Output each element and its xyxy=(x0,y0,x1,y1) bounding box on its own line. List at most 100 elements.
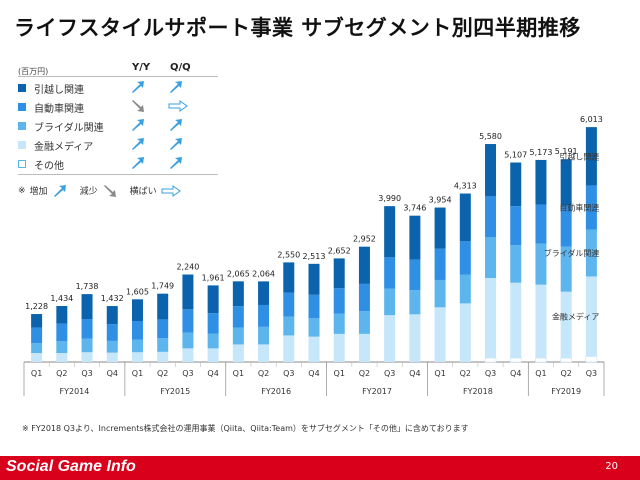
x-tick-label: Q1 xyxy=(334,369,345,378)
bar-segment xyxy=(535,204,547,244)
bar-segment xyxy=(358,311,370,334)
data-label: 3,990 xyxy=(378,194,401,203)
bar-segment xyxy=(258,304,270,327)
legend-yy-header: Y/Y xyxy=(132,62,151,73)
legend-label: その他 xyxy=(34,160,64,172)
bar-segment xyxy=(484,357,497,363)
bar-segment xyxy=(131,352,143,362)
data-label: 5,580 xyxy=(479,132,502,141)
bar-segment xyxy=(81,352,93,362)
bar-segment xyxy=(258,326,270,345)
bar-segment xyxy=(409,314,421,362)
legend-qq-header: Q/Q xyxy=(170,62,191,73)
bar-segment xyxy=(333,333,345,362)
fiscal-year-label: FY2016 xyxy=(261,387,291,396)
x-tick-label: Q4 xyxy=(409,369,420,378)
bar-segment xyxy=(81,319,93,339)
data-label: 3,746 xyxy=(403,204,426,213)
legend-label: 引越し関連 xyxy=(34,84,84,96)
legend-item: 金融メディア xyxy=(18,137,93,153)
bar-segment xyxy=(485,195,497,237)
bar-segment xyxy=(232,306,244,328)
data-label: 4,313 xyxy=(454,182,477,191)
bar-segment xyxy=(434,307,446,362)
bar-segment xyxy=(384,315,396,362)
bar-segment xyxy=(560,159,572,206)
bar-segment xyxy=(485,237,497,279)
bar-segment xyxy=(384,206,396,258)
bar-segment xyxy=(232,344,244,362)
series-label: 自動車関連 xyxy=(559,203,599,213)
bar-segment xyxy=(409,290,421,315)
bar-segment xyxy=(485,278,497,359)
bar-segment xyxy=(56,353,68,362)
bar-segment xyxy=(308,263,320,295)
bar-segment xyxy=(333,313,345,334)
legend-item: 自動車関連 xyxy=(18,99,84,115)
legend-label: ブライダル関連 xyxy=(34,122,104,134)
bar-segment xyxy=(459,303,471,362)
data-label: 2,952 xyxy=(353,235,376,244)
legend-item: ブライダル関連 xyxy=(18,118,104,134)
x-tick-label: Q2 xyxy=(560,369,571,378)
bar-segment xyxy=(131,320,143,340)
legend-unit: (百万円) xyxy=(18,67,49,76)
bar-segment xyxy=(585,185,597,230)
bar-segment xyxy=(232,327,244,345)
legend-label: 自動車関連 xyxy=(34,103,84,115)
bar-segment xyxy=(510,206,522,246)
bar-segment xyxy=(207,333,219,349)
x-tick-label: Q1 xyxy=(31,369,42,378)
bar-segment xyxy=(131,299,143,321)
bar-segment xyxy=(585,356,598,363)
bar-segment xyxy=(106,340,118,353)
bar-segment xyxy=(106,352,118,362)
bar-segment xyxy=(81,338,93,353)
note-up-label: 増加 xyxy=(29,187,48,197)
x-tick-label: Q2 xyxy=(157,369,168,378)
note-symbol: ※ xyxy=(18,185,26,196)
legend-swatch xyxy=(18,84,26,92)
bar-segment xyxy=(308,294,320,319)
data-label: 1,434 xyxy=(50,294,73,303)
data-label: 2,652 xyxy=(328,246,351,255)
bar-segment xyxy=(308,336,320,362)
x-tick-label: Q1 xyxy=(233,369,244,378)
x-tick-label: Q4 xyxy=(308,369,319,378)
legend-swatch xyxy=(18,103,26,111)
data-label: 1,432 xyxy=(101,294,124,303)
bar-segment xyxy=(434,207,446,249)
legend-swatch xyxy=(18,141,26,149)
bar-segment xyxy=(333,288,345,314)
bar-segment xyxy=(207,285,219,314)
bar-segment xyxy=(56,323,68,342)
bar-segment xyxy=(434,248,446,280)
data-label: 3,954 xyxy=(429,196,452,205)
bar-segment xyxy=(207,313,219,334)
bar-segment xyxy=(409,259,421,291)
bar-segment xyxy=(459,274,471,304)
fiscal-year-label: FY2015 xyxy=(160,387,190,396)
bar-segment xyxy=(585,276,597,357)
bar-segment xyxy=(509,357,522,363)
bar-segment xyxy=(358,246,370,284)
legend-swatch xyxy=(18,160,26,168)
series-label: 金融メディア xyxy=(552,311,599,321)
bar-segment xyxy=(157,319,169,339)
bar-segment xyxy=(106,306,118,325)
data-label: 1,605 xyxy=(126,287,149,296)
page-title: ライフスタイルサポート事業 サブセグメント別四半期推移 xyxy=(14,16,581,40)
bar-segment xyxy=(560,205,572,247)
note-down-label: 減少 xyxy=(79,187,98,197)
bar-segment xyxy=(384,288,396,316)
bar-segment xyxy=(560,357,572,363)
x-tick-label: Q2 xyxy=(258,369,269,378)
brand-logo: Social Game Info xyxy=(6,458,136,475)
bar-segment xyxy=(106,324,118,341)
bar-segment xyxy=(308,318,320,337)
data-label: 1,228 xyxy=(25,302,48,311)
bar-segment xyxy=(182,332,194,349)
x-tick-label: Q3 xyxy=(283,369,294,378)
series-label: ブライダル関連 xyxy=(544,248,600,258)
x-tick-label: Q2 xyxy=(460,369,471,378)
